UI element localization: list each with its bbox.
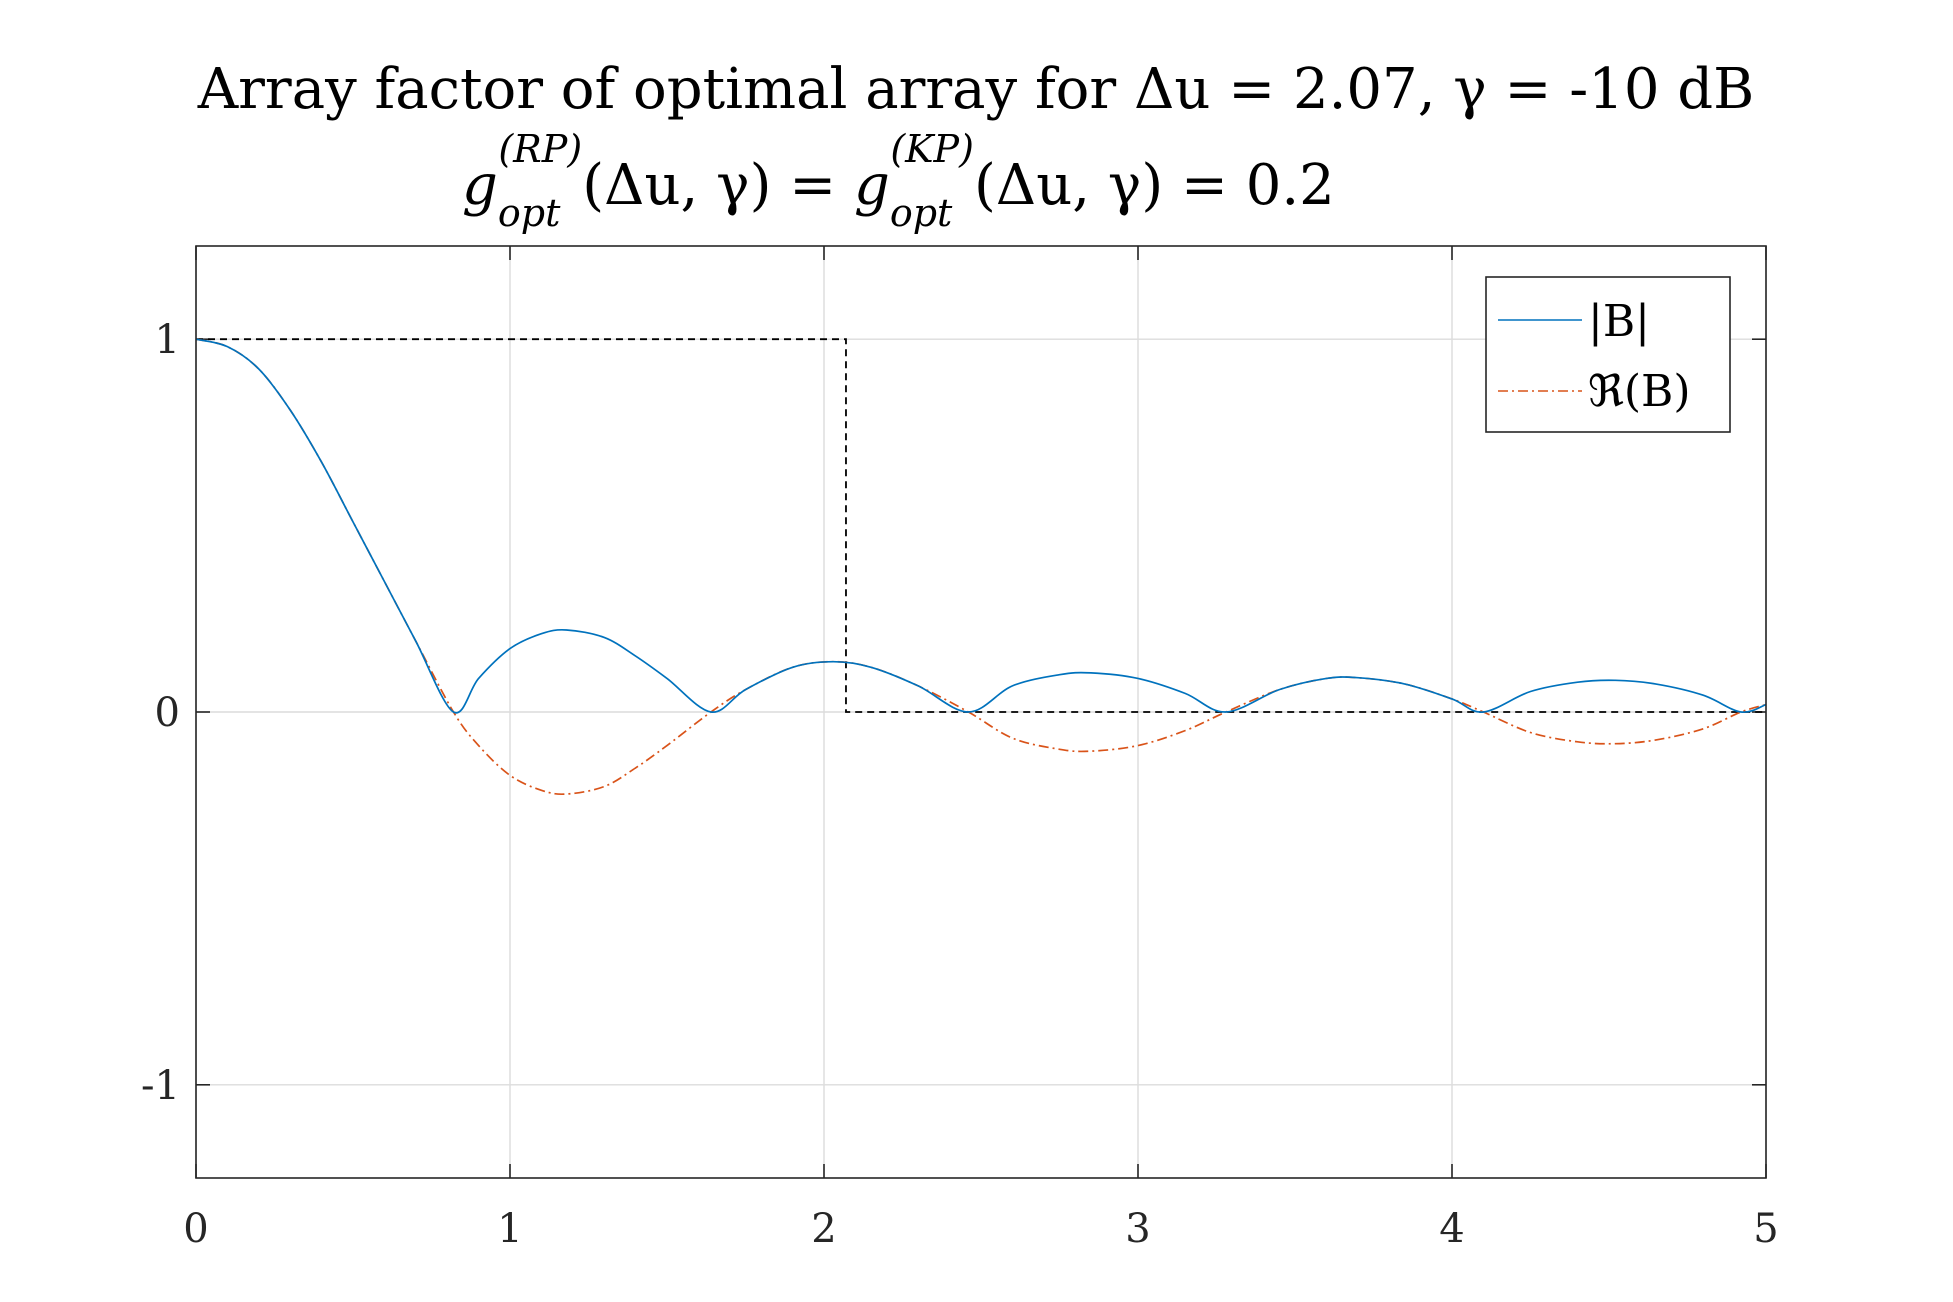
title-g-2: g bbox=[854, 153, 890, 218]
tick-label-layer: 0 1 2 3 4 5 -1 0 1 bbox=[141, 317, 1779, 1252]
legend-label-real-b: ℜ(B) bbox=[1588, 366, 1690, 417]
legend: |B| ℜ(B) bbox=[1485, 276, 1731, 433]
x-tick-label: 4 bbox=[1439, 1206, 1464, 1252]
x-tick-label: 2 bbox=[811, 1206, 836, 1252]
y-tick-label: -1 bbox=[141, 1063, 180, 1109]
x-tick-label: 0 bbox=[183, 1206, 208, 1252]
title-sup-1: (RP) bbox=[498, 127, 582, 171]
axes-frame bbox=[195, 245, 1767, 1179]
chart-title-line2: gopt(RP)(Δu, γ) = gopt(KP)(Δu, γ) = 0.2 bbox=[462, 127, 1335, 235]
series-abs-b-line bbox=[195, 338, 1767, 714]
title-sub-2: opt bbox=[890, 191, 953, 235]
title-sup-2: (KP) bbox=[890, 127, 974, 171]
y-tick-label: 1 bbox=[155, 317, 180, 363]
legend-label-abs-b: |B| bbox=[1588, 296, 1650, 347]
title-args-1: (Δu, γ) = bbox=[582, 153, 854, 218]
chart-title-line1: Array factor of optimal array for Δu = 2… bbox=[197, 57, 1755, 122]
title-sub-1: opt bbox=[498, 191, 561, 235]
x-tick-label: 3 bbox=[1125, 1206, 1150, 1252]
x-tick-label: 1 bbox=[497, 1206, 522, 1252]
legend-box bbox=[1485, 276, 1731, 433]
x-tick-label: 5 bbox=[1753, 1206, 1778, 1252]
title-g-1: g bbox=[462, 153, 498, 218]
y-tick-label: 0 bbox=[155, 690, 180, 736]
series-mask-dashed-line bbox=[196, 338, 1766, 713]
series-layer bbox=[195, 338, 1767, 796]
title-args-2: (Δu, γ) = 0.2 bbox=[974, 153, 1335, 218]
